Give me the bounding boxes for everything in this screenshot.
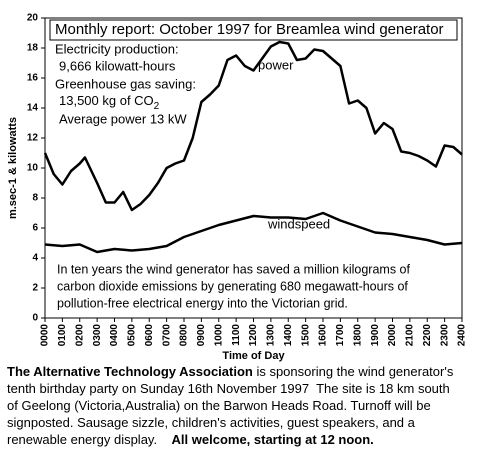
x-tick-label: 2100 xyxy=(405,324,416,347)
footer-line: signposted. Sausage sizzle, children's a… xyxy=(7,415,416,430)
y-tick-label: 6 xyxy=(32,223,38,234)
x-tick-label: 0800 xyxy=(179,324,190,347)
x-tick-label: 0000 xyxy=(40,324,51,347)
x-tick-label: 2000 xyxy=(387,324,398,347)
footer-text: signposted. Sausage sizzle, children's a… xyxy=(7,415,416,430)
y-axis-title: m.sec-1 & kilowatts xyxy=(7,117,19,219)
series-line xyxy=(43,40,463,212)
y-tick-label: 16 xyxy=(27,73,39,84)
annotation: Average power 13 kW xyxy=(59,111,187,126)
footer-text: renewable energy display. xyxy=(7,432,172,447)
y-tick-label: 18 xyxy=(27,43,39,54)
x-tick-label: 0400 xyxy=(109,324,120,347)
x-tick-label: 2300 xyxy=(439,324,450,347)
annotation: 13,500 kg of CO2 xyxy=(59,93,160,111)
y-tick-label: 4 xyxy=(32,253,38,264)
x-tick-label: 1600 xyxy=(318,324,329,347)
x-tick-label: 1200 xyxy=(248,324,259,347)
footer-text: is sponsoring the wind generator's xyxy=(253,364,454,379)
x-tick-label: 2200 xyxy=(422,324,433,347)
footer-bold: All welcome, starting at 12 noon. xyxy=(172,432,374,447)
footer-line: of Geelong (Victoria,Australia) on the B… xyxy=(7,398,431,413)
x-tick-label: 1900 xyxy=(370,324,381,347)
x-tick-label: 0900 xyxy=(196,324,207,347)
subscript: 2 xyxy=(154,101,160,112)
x-tick-label: 0700 xyxy=(161,324,172,347)
title-box xyxy=(49,19,458,41)
chart-title: Monthly report: October 1997 for Breamle… xyxy=(55,21,444,38)
x-tick-label: 1400 xyxy=(283,324,294,347)
y-tick-label: 10 xyxy=(27,163,39,174)
series-line xyxy=(44,211,463,254)
x-tick-label: 1300 xyxy=(266,324,277,347)
x-axis-title: Time of Day xyxy=(222,350,285,362)
annotation: Greenhouse gas saving: xyxy=(55,76,196,91)
x-tick-label: 2400 xyxy=(457,324,468,347)
note-line: In ten years the wind generator has save… xyxy=(57,262,410,276)
x-tick-label: 0600 xyxy=(144,324,155,347)
x-tick-label: 1800 xyxy=(352,324,363,347)
x-tick-label: 1700 xyxy=(335,324,346,347)
y-tick-label: 12 xyxy=(27,133,39,144)
x-tick-label: 0500 xyxy=(127,324,138,347)
y-tick-label: 0 xyxy=(32,313,38,324)
y-tick-label: 8 xyxy=(32,193,38,204)
footer-line: The Alternative Technology Association i… xyxy=(7,364,454,379)
footer-line: renewable energy display. All welcome, s… xyxy=(7,432,374,447)
footer-text: of Geelong (Victoria,Australia) on the B… xyxy=(7,398,431,413)
x-tick-label: 1100 xyxy=(231,324,242,346)
x-tick-label: 1000 xyxy=(213,324,224,347)
footer-text: tenth birthday party on Sunday 16th Nove… xyxy=(7,381,450,396)
y-tick-label: 20 xyxy=(27,13,39,24)
annotation-part: 13,500 kg of CO xyxy=(59,93,154,108)
x-tick-label: 0300 xyxy=(92,324,103,347)
series-label: windspeed xyxy=(267,216,330,231)
x-tick-label: 0200 xyxy=(74,324,85,347)
footer-bold: The Alternative Technology Association xyxy=(7,364,253,379)
footer-line: tenth birthday party on Sunday 16th Nove… xyxy=(7,381,450,396)
note-line: pollution-free electrical energy into th… xyxy=(57,296,348,310)
x-tick-label: 0100 xyxy=(57,324,68,347)
series-label: power xyxy=(258,57,294,72)
y-tick-label: 14 xyxy=(27,103,39,114)
y-tick-label: 2 xyxy=(32,283,38,294)
annotation: 9,666 kilowatt-hours xyxy=(59,58,176,73)
annotation: Electricity production: xyxy=(55,41,179,56)
x-tick-label: 1500 xyxy=(300,324,311,347)
note-line: carbon dioxide emissions by generating 6… xyxy=(57,279,408,293)
